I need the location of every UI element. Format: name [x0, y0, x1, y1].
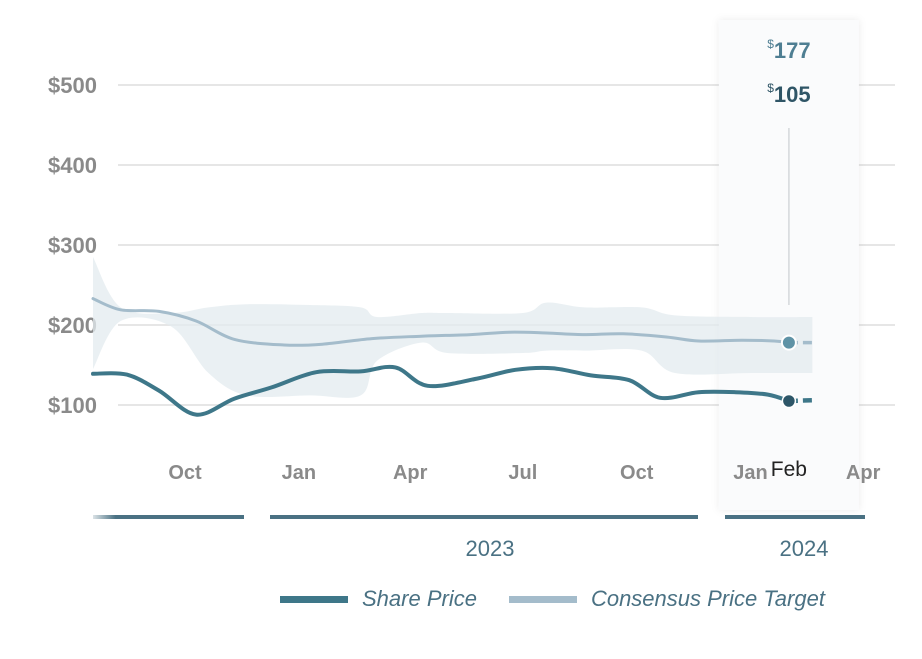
y-tick-label: $200 [48, 313, 97, 338]
year-axis: 2023 2024 [93, 515, 865, 561]
legend-label-consensus-price-target: Consensus Price Target [590, 586, 825, 611]
y-tick-label: $500 [48, 73, 97, 98]
x-tick-label: Apr [393, 462, 428, 484]
year-bar [93, 515, 244, 519]
x-tick-label: Jul [508, 462, 537, 484]
legend-swatch-share-price [280, 595, 348, 603]
x-tick-label: Feb [771, 458, 807, 481]
year-bar [270, 515, 698, 519]
legend-item-share-price[interactable]: Share Price [280, 586, 477, 612]
target-range-area [93, 257, 813, 398]
year-bar [725, 515, 865, 519]
price-point-marker [781, 393, 797, 409]
x-tick-label: Jan [733, 462, 767, 484]
series-line-share-price [91, 364, 791, 417]
x-tick-label: Oct [168, 462, 202, 484]
tooltip-target-value: $177 [767, 37, 810, 63]
series-line-consensus-price-target [91, 297, 791, 347]
x-axis-ticks: Oct Jan Apr Jul Oct Jan Feb Apr [168, 458, 880, 484]
year-label: 2023 [466, 536, 515, 561]
x-tick-label: Oct [620, 462, 654, 484]
target-range-band [93, 257, 813, 398]
tooltip: $177 $105 [767, 37, 811, 409]
legend-item-consensus-price-target[interactable]: Consensus Price Target [508, 586, 825, 612]
tooltip-price-value: $105 [767, 81, 810, 107]
y-tick-label: $100 [48, 393, 97, 418]
y-axis-ticks: $100 $200 $300 $400 $500 [48, 73, 97, 418]
target-point-marker [780, 334, 797, 351]
legend-label-share-price: Share Price [362, 586, 477, 611]
x-tick-label: Apr [846, 462, 881, 484]
y-tick-label: $300 [48, 233, 97, 258]
legend-swatch-consensus-price-target [508, 595, 577, 603]
legend: Share Price Consensus Price Target [280, 586, 825, 612]
year-label: 2024 [780, 536, 829, 561]
y-tick-label: $400 [48, 153, 97, 178]
x-tick-label: Jan [282, 462, 316, 484]
